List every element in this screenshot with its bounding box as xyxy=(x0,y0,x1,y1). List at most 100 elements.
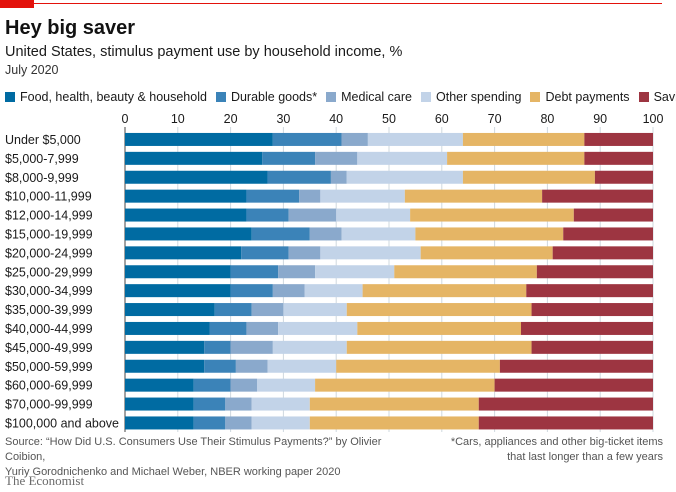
bar-segment-5 xyxy=(584,132,653,146)
bar-segment-0 xyxy=(125,397,194,411)
bar-segment-4 xyxy=(336,359,500,373)
bar-segment-3 xyxy=(257,378,316,392)
bar-segment-2 xyxy=(225,416,252,430)
bar-segment-3 xyxy=(251,397,310,411)
category-label: Under $5,000 xyxy=(5,133,81,147)
bar-segment-1 xyxy=(193,378,231,392)
bar-segment-2 xyxy=(230,340,273,354)
legend-label-3: Other spending xyxy=(436,90,522,104)
bar-segment-3 xyxy=(278,321,358,335)
bar-segment-2 xyxy=(278,265,316,279)
legend-swatch-2 xyxy=(326,92,337,102)
bar-segment-1 xyxy=(204,340,231,354)
legend-label-0: Food, health, beauty & household xyxy=(20,90,207,104)
bar-segment-1 xyxy=(246,189,300,203)
bar-segment-5 xyxy=(494,378,653,392)
x-tick-label-60: 60 xyxy=(435,112,449,126)
bar-segment-2 xyxy=(330,170,347,184)
bar-segment-5 xyxy=(478,416,653,430)
source-line-1: Source: “How Did U.S. Consumers Use Thei… xyxy=(5,436,382,463)
bar-segment-2 xyxy=(225,397,252,411)
legend-label-1: Durable goods* xyxy=(230,90,318,104)
source-line-2: Yuriy Gorodnichenko and Michael Weber, N… xyxy=(5,466,341,478)
bar-segment-2 xyxy=(315,151,358,165)
bar-segment-5 xyxy=(531,303,653,317)
category-label: $70,000-99,999 xyxy=(5,398,93,412)
footnote-line-2: that last longer than a few years xyxy=(507,451,663,463)
bar-segment-0 xyxy=(125,227,252,241)
bar-segment-0 xyxy=(125,265,231,279)
bar-segment-3 xyxy=(320,246,421,260)
x-tick-label-100: 100 xyxy=(643,112,664,126)
bar-segment-0 xyxy=(125,132,273,146)
bar-segment-3 xyxy=(336,208,411,222)
x-tick-label-40: 40 xyxy=(329,112,343,126)
bar-segment-0 xyxy=(125,321,210,335)
legend-item-2: Medical care xyxy=(326,90,412,104)
category-label: $60,000-69,999 xyxy=(5,379,93,393)
x-tick-label-80: 80 xyxy=(540,112,554,126)
legend-swatch-3 xyxy=(421,92,431,102)
category-label: $5,000-7,999 xyxy=(5,152,79,166)
bar-segment-3 xyxy=(357,151,448,165)
bar-segment-1 xyxy=(230,284,273,298)
bar-segment-3 xyxy=(367,132,463,146)
legend-label-4: Debt payments xyxy=(545,90,630,104)
bar-segment-4 xyxy=(447,151,585,165)
bar-segment-4 xyxy=(410,208,574,222)
legend-label-5: Savings xyxy=(653,90,676,104)
bar-segment-1 xyxy=(267,170,331,184)
bar-segment-4 xyxy=(420,246,553,260)
bar-segment-2 xyxy=(309,227,342,241)
x-tick-label-0: 0 xyxy=(122,112,129,126)
top-rule xyxy=(34,3,662,4)
bar-segment-3 xyxy=(341,227,416,241)
bar-segment-1 xyxy=(262,151,316,165)
category-label: $35,000-39,999 xyxy=(5,303,93,317)
legend-item-5: Savings xyxy=(638,90,676,104)
category-label: $15,000-19,999 xyxy=(5,227,93,241)
bar-segment-3 xyxy=(304,284,363,298)
bar-segment-4 xyxy=(346,303,532,317)
bar-segment-2 xyxy=(235,359,268,373)
bar-segment-1 xyxy=(193,416,226,430)
bar-segment-5 xyxy=(536,265,653,279)
x-tick-label-50: 50 xyxy=(382,112,396,126)
bar-segment-0 xyxy=(125,340,205,354)
bar-segment-2 xyxy=(246,321,279,335)
category-label: $12,000-14,999 xyxy=(5,209,93,223)
bar-segment-0 xyxy=(125,246,242,260)
bar-segment-4 xyxy=(394,265,537,279)
bar-segment-5 xyxy=(552,246,653,260)
bar-segment-4 xyxy=(462,132,585,146)
bar-segment-0 xyxy=(125,378,194,392)
bar-segment-0 xyxy=(125,416,194,430)
category-label: $30,000-34,999 xyxy=(5,284,93,298)
x-tick-label-70: 70 xyxy=(488,112,502,126)
bar-segment-1 xyxy=(209,321,247,335)
bar-segment-5 xyxy=(521,321,653,335)
category-label: $25,000-29,999 xyxy=(5,265,93,279)
bar-segment-4 xyxy=(404,189,543,203)
chart-title: Hey big saver xyxy=(5,17,136,39)
x-tick-label-30: 30 xyxy=(276,112,290,126)
chart-subtitle: United States, stimulus payment use by h… xyxy=(5,44,403,60)
chart-period: July 2020 xyxy=(5,63,59,77)
bar-segment-0 xyxy=(125,151,263,165)
category-label: $50,000-59,999 xyxy=(5,360,93,374)
category-label: $100,000 and above xyxy=(5,416,119,430)
bar-segment-1 xyxy=(193,397,226,411)
category-label: $40,000-44,999 xyxy=(5,322,93,336)
bar-segment-2 xyxy=(299,189,321,203)
category-label: $45,000-49,999 xyxy=(5,341,93,355)
bar-segment-1 xyxy=(272,132,342,146)
bar-segment-3 xyxy=(346,170,463,184)
chart-legend: Food, health, beauty & household Durable … xyxy=(5,90,676,104)
bar-segment-5 xyxy=(531,340,653,354)
x-tick-label-20: 20 xyxy=(224,112,238,126)
bar-segment-4 xyxy=(346,340,532,354)
bar-segment-5 xyxy=(573,208,653,222)
legend-label-2: Medical care xyxy=(341,90,412,104)
bar-segment-5 xyxy=(526,284,653,298)
legend-item-4: Debt payments xyxy=(530,90,630,104)
